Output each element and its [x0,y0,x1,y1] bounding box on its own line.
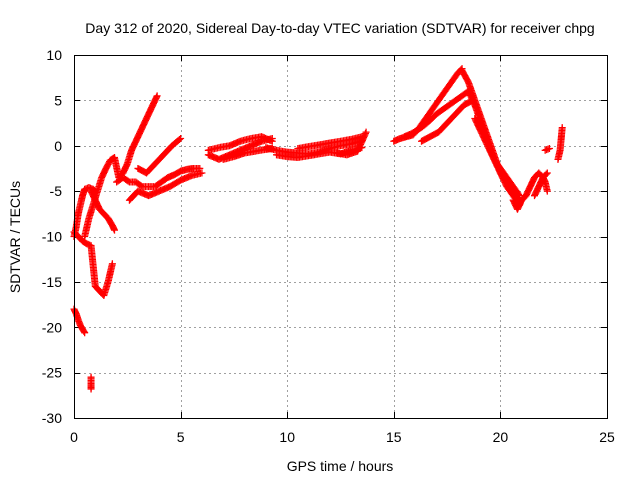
data-point [81,329,89,337]
data-point [516,192,524,200]
data-point [111,226,119,234]
data-point [177,134,185,142]
x-tick-label: 5 [177,429,185,445]
y-tick-label: -10 [42,229,62,245]
data-point [87,385,95,393]
y-tick-label: -25 [42,365,62,381]
x-tick-label: 25 [599,429,615,445]
x-tick-label: 10 [279,429,295,445]
data-point [198,169,206,177]
x-axis-ticks: 0 5 10 15 20 25 [70,55,615,445]
plot-frame [74,55,608,419]
data-point [543,169,551,177]
y-tick-label: -5 [50,183,63,199]
x-tick-label: 20 [493,429,509,445]
x-tick-label: 0 [70,429,78,445]
y-axis-label: SDTVAR / TECUs [7,181,23,293]
y-tick-label: -15 [42,274,62,290]
data-point [175,136,183,144]
data-point [543,187,551,195]
data-point [542,170,550,178]
data-point [80,327,88,335]
data-point [558,124,566,132]
x-tick-label: 15 [386,429,402,445]
data-point [153,92,161,100]
data-point [545,144,553,152]
y-tick-label: -20 [42,319,62,335]
chart-title: Day 312 of 2020, Sidereal Day-to-day VTE… [85,20,594,36]
data-point [108,260,116,268]
y-tick-label: 0 [54,138,62,154]
data-point [268,137,276,145]
y-tick-label: 10 [46,47,62,63]
data-point [362,128,370,136]
data-points [70,65,566,393]
y-axis-ticks: 10 5 0 -5 -10 -15 -20 -25 -30 [42,47,607,426]
x-axis-label: GPS time / hours [287,458,394,474]
y-tick-label: -30 [42,410,62,426]
y-tick-label: 5 [54,92,62,108]
data-point [515,190,523,198]
